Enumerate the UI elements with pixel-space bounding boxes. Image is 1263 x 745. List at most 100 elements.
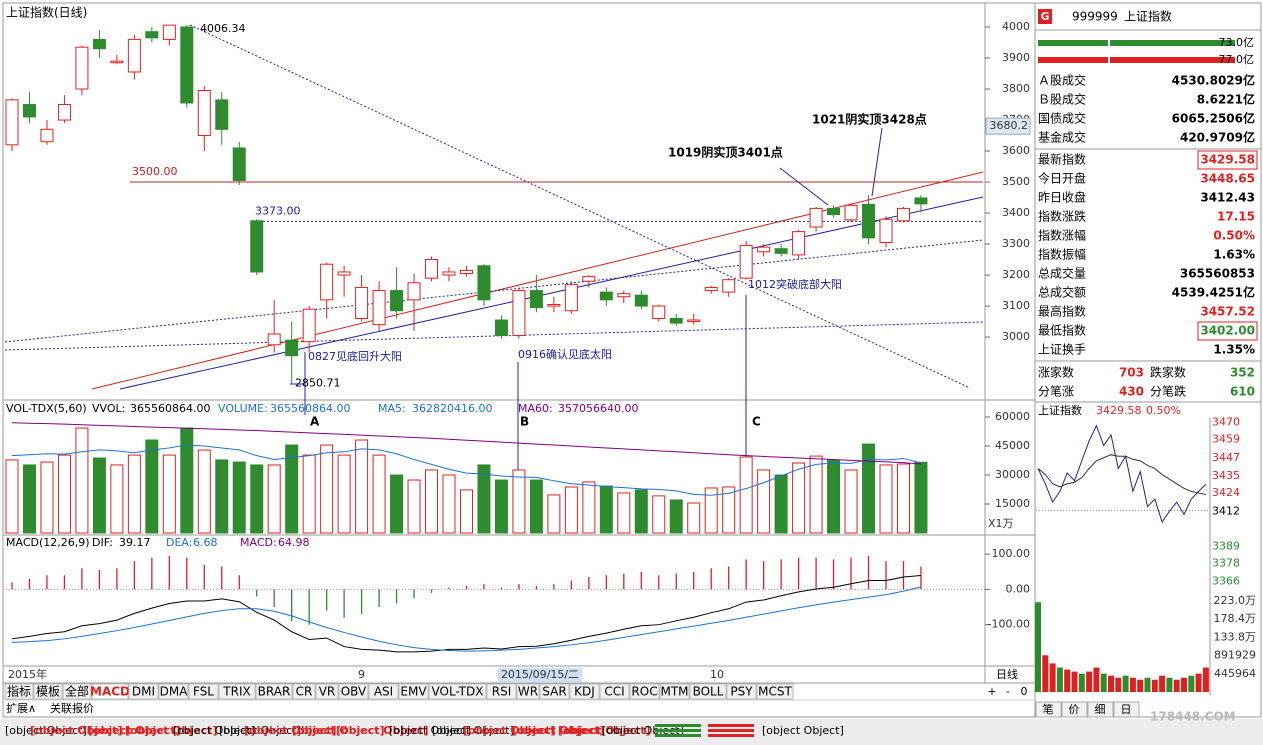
row-value: 4539.4251亿	[1172, 285, 1255, 300]
tab[interactable]: MTM	[660, 685, 688, 699]
intraday-vol	[1056, 667, 1063, 692]
h-line-label: 3373.00	[255, 204, 301, 217]
candle-body	[477, 265, 491, 301]
volume-bar	[477, 464, 491, 534]
y-tick-label: 3200	[1002, 268, 1030, 281]
y-tick-label: 3366	[1212, 575, 1240, 588]
tab[interactable]: ROC	[631, 685, 657, 699]
tab-bg[interactable]	[428, 683, 487, 700]
volume-bar	[634, 489, 648, 534]
tab[interactable]: VR	[319, 685, 336, 699]
marker-label: B	[520, 415, 529, 429]
tab[interactable]: MCST	[758, 685, 792, 699]
row-label: 指数振幅	[1038, 247, 1086, 262]
tab[interactable]: BOLL	[693, 685, 724, 699]
tab[interactable]: CCI	[604, 685, 624, 699]
tab[interactable]: VOL-TDX	[432, 685, 484, 699]
tab-bg[interactable]	[218, 683, 256, 700]
tab[interactable]: WR	[518, 685, 538, 699]
candle-body	[739, 245, 753, 279]
tab-bg[interactable]	[338, 683, 369, 700]
tab-bg[interactable]	[629, 683, 660, 700]
tab-bg[interactable]	[368, 683, 399, 700]
tab-bg[interactable]	[292, 683, 316, 700]
tab-bg[interactable]	[33, 683, 63, 700]
tab[interactable]: TRIX	[222, 685, 250, 699]
volume-bar	[232, 461, 246, 534]
macd-line	[11, 575, 922, 653]
tab[interactable]: FSL	[193, 685, 214, 699]
tab[interactable]: DMA	[160, 685, 189, 699]
status-item: [object Object]	[5, 724, 87, 737]
tab-bg[interactable]	[128, 683, 159, 700]
tab-bg[interactable]	[539, 683, 570, 700]
side-tab-bg[interactable]	[1087, 701, 1114, 718]
volume-bar	[914, 461, 928, 534]
tab-bg[interactable]	[188, 683, 219, 700]
tab-bg[interactable]	[756, 683, 794, 700]
y-tick-label: 100.00	[992, 547, 1031, 560]
candle-body	[529, 290, 543, 309]
side-tab-bg[interactable]	[1061, 701, 1088, 718]
zoom-button[interactable]: -	[1006, 685, 1010, 698]
sub-tab[interactable]: 扩展∧	[6, 701, 36, 715]
tab-bg[interactable]	[62, 683, 92, 700]
flow-bar	[1110, 40, 1235, 46]
vol-tick-label: 223.0万	[1214, 594, 1257, 607]
tab-bg[interactable]	[659, 683, 690, 700]
tab-bg[interactable]	[315, 683, 339, 700]
tab-bg[interactable]	[516, 683, 540, 700]
tab[interactable]: ASI	[374, 685, 393, 699]
tab-bg[interactable]	[255, 683, 293, 700]
side-tab[interactable]: 细	[1095, 703, 1106, 716]
tab-bg[interactable]	[486, 683, 517, 700]
sub-tab[interactable]: 关联报价	[50, 701, 94, 715]
breadth-value: 610	[1230, 385, 1255, 399]
tab-bg[interactable]	[689, 683, 727, 700]
tab-bg[interactable]	[91, 683, 129, 700]
zoom-button[interactable]: 0	[1021, 685, 1028, 698]
tab[interactable]: EMV	[400, 685, 427, 699]
intraday-vol	[1093, 667, 1100, 692]
tab-bg[interactable]	[4, 683, 34, 700]
tab[interactable]: CR	[296, 685, 313, 699]
tab[interactable]: BRAR	[258, 685, 291, 699]
y-tick-label: 4000	[1002, 20, 1030, 33]
volume-bar	[267, 464, 281, 534]
tab[interactable]: MACD	[90, 685, 130, 699]
row-label: 基金成交	[1038, 130, 1086, 145]
side-tab[interactable]: 价	[1069, 703, 1080, 716]
volume-bar	[512, 469, 526, 534]
status-item: [object Object]	[244, 724, 337, 737]
tab-bg[interactable]	[599, 683, 630, 700]
tab[interactable]: SAR	[542, 685, 566, 699]
tab-bg[interactable]	[158, 683, 189, 700]
side-tab[interactable]: 笔	[1043, 702, 1054, 716]
tab[interactable]: PSY	[730, 685, 753, 699]
tab[interactable]: 全部	[65, 684, 89, 699]
tab[interactable]: 指标	[7, 684, 31, 699]
intraday-line	[1037, 454, 1207, 495]
volume-bar	[215, 459, 229, 534]
tab-bg[interactable]	[569, 683, 600, 700]
tab-bg[interactable]	[398, 683, 429, 700]
candle-body	[285, 339, 299, 357]
tab[interactable]: DMI	[132, 685, 155, 699]
tab[interactable]: OBV	[341, 685, 367, 699]
trend-line	[119, 196, 984, 390]
legend-value: 362820416.00	[412, 402, 492, 415]
tab-bg[interactable]	[726, 683, 757, 700]
candle-body	[896, 207, 910, 222]
readout-value: 365560864.00	[130, 402, 210, 415]
side-tab-bg[interactable]	[1035, 701, 1062, 718]
side-tab-bg[interactable]	[1113, 701, 1140, 718]
tab[interactable]: KDJ	[574, 685, 595, 699]
zoom-button[interactable]: +	[987, 685, 996, 698]
row-value: 365560853	[1180, 267, 1255, 281]
tab[interactable]: 模板	[36, 685, 60, 699]
date-label: 2015/09/15/二	[501, 668, 579, 681]
volume-bar	[774, 474, 788, 534]
tab[interactable]: RSI	[492, 685, 512, 699]
flow-label: 77.0亿	[1219, 53, 1255, 66]
side-tab[interactable]: 日	[1121, 703, 1132, 716]
